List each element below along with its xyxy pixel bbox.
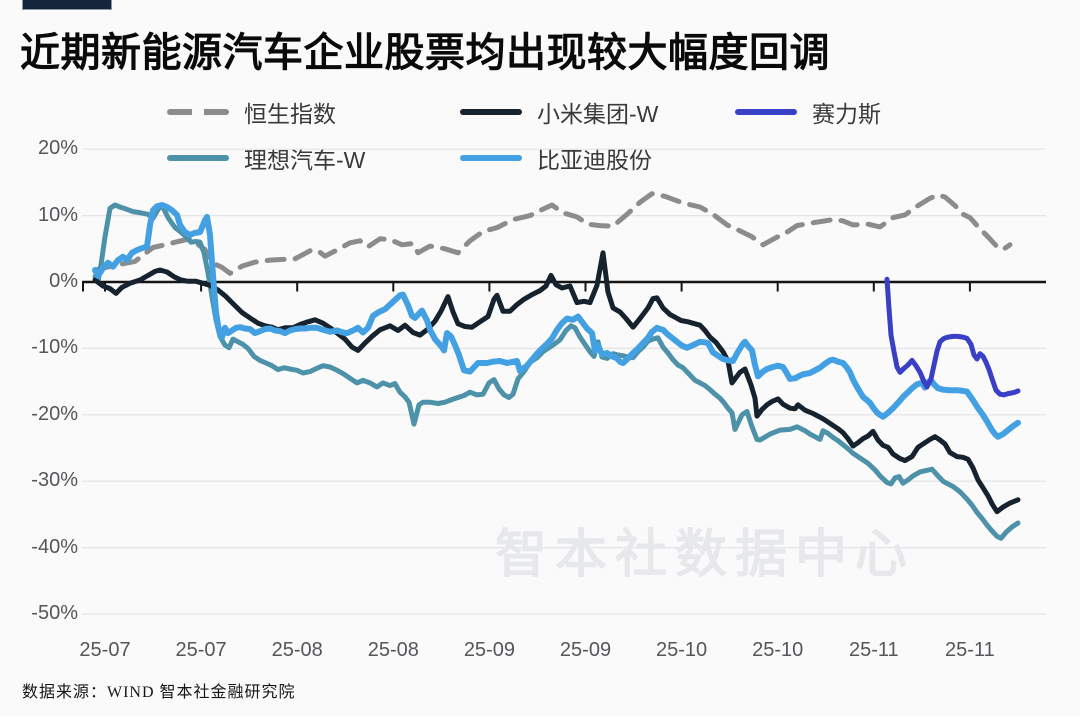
series-line-1	[92, 202, 1021, 541]
x-tick-label: 25-11	[848, 639, 899, 661]
legend-label: 比亚迪股份	[537, 147, 652, 173]
x-tick-label: 25-08	[367, 639, 419, 661]
data-source: 数据来源：WIND 智本社金融研究院	[22, 684, 296, 701]
brand-accent-bar	[22, 0, 112, 10]
watermark: 智本社数据中心	[495, 526, 916, 584]
legend-swatch	[167, 155, 229, 161]
legend-swatch	[167, 109, 229, 115]
series-line-4	[884, 276, 1021, 398]
y-tick-label: 0%	[49, 270, 78, 292]
x-tick-label: 25-09	[463, 639, 515, 661]
y-tick-label: -20%	[31, 402, 78, 425]
y-tick-label: -10%	[31, 336, 78, 359]
y-tick-label: 20%	[37, 137, 78, 160]
legend-label: 恒生指数	[244, 101, 336, 127]
legend-item-0: 恒生指数	[167, 97, 336, 127]
y-tick-label: -40%	[31, 535, 78, 558]
legend-label: 小米集团-W	[537, 101, 659, 127]
legend-item-2: 小米集团-W	[460, 97, 658, 127]
series-line-0	[92, 191, 1013, 276]
page-title: 近期新能源汽车企业股票均出现较大幅度回调	[20, 31, 830, 75]
series-line-3	[92, 202, 1021, 440]
legend-label: 理想汽车-W	[244, 147, 366, 173]
legend-item-4: 赛力斯	[735, 97, 881, 127]
legend-swatch	[735, 109, 797, 115]
x-tick-label: 25-09	[559, 639, 612, 661]
x-tick-label: 25-10	[752, 639, 804, 661]
x-tick-label: 25-10	[656, 639, 708, 661]
x-tick-label: 25-11	[945, 639, 995, 661]
x-tick-label: 25-07	[79, 639, 131, 661]
x-tick-label: 25-07	[175, 639, 227, 661]
legend-label: 赛力斯	[812, 101, 881, 127]
legend-swatch	[460, 155, 522, 161]
y-tick-label: 10%	[37, 203, 78, 226]
x-tick-label: 25-08	[271, 639, 323, 661]
y-tick-label: -50%	[31, 602, 78, 624]
legend-item-3: 比亚迪股份	[460, 143, 652, 173]
legend-swatch	[460, 109, 522, 115]
y-tick-label: -30%	[31, 469, 78, 492]
legend-item-1: 理想汽车-W	[167, 143, 365, 173]
